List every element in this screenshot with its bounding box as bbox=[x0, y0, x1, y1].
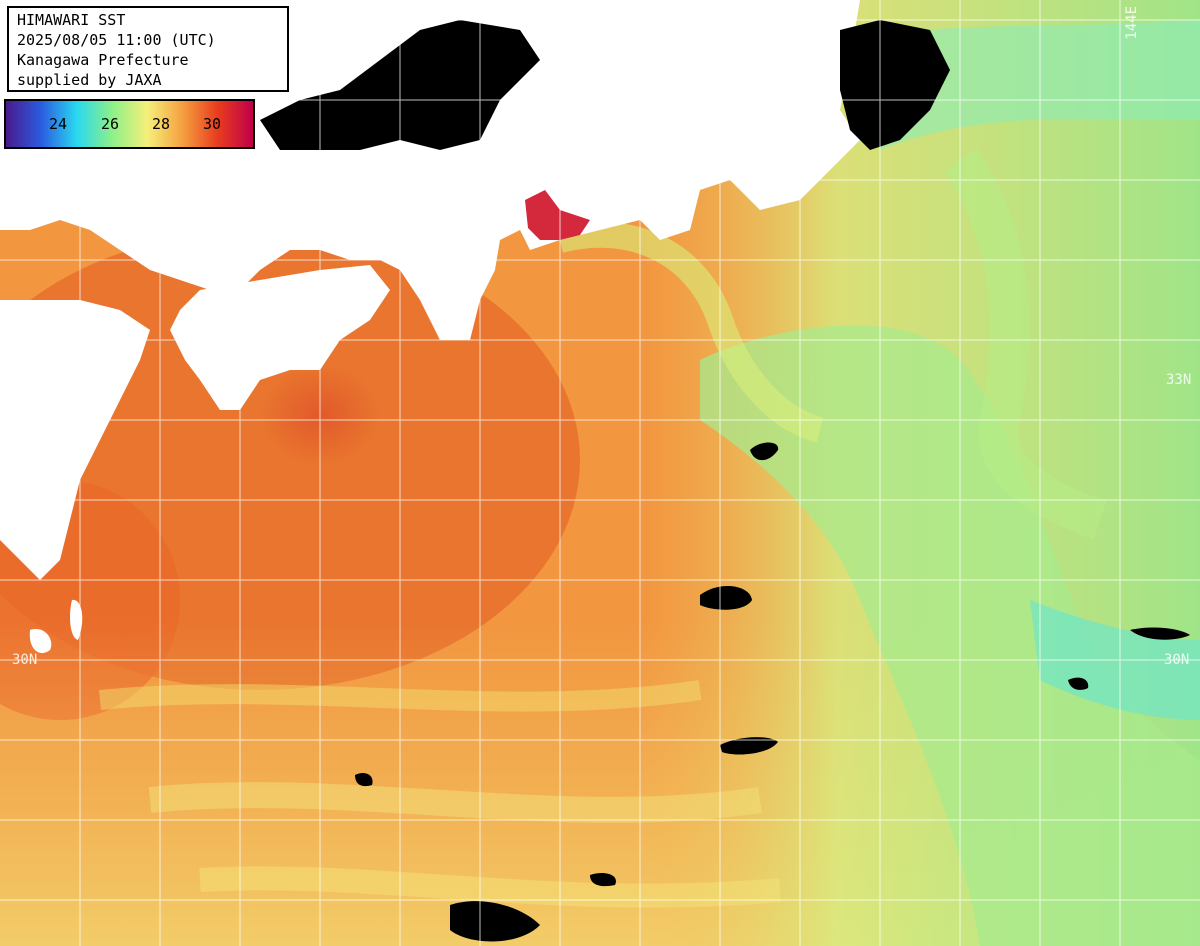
no-data-blob-2 bbox=[720, 737, 778, 755]
region-name: Kanagawa Prefecture bbox=[17, 51, 189, 69]
land-island-1 bbox=[29, 629, 52, 654]
no-data-blob-4 bbox=[450, 901, 540, 942]
no-data-blob-5 bbox=[750, 442, 779, 461]
no-data-north-right bbox=[840, 20, 950, 150]
legend-tick-26: 26 bbox=[100, 115, 120, 133]
legend-tick-24: 24 bbox=[48, 115, 68, 133]
land-island-2 bbox=[70, 599, 83, 640]
no-data-blob-6 bbox=[1130, 627, 1190, 640]
timestamp: 2025/08/05 11:00 (UTC) bbox=[17, 31, 216, 49]
lat-label-30n-left: 30N bbox=[12, 652, 38, 668]
legend-color-bar bbox=[6, 101, 253, 147]
no-data-blob-3 bbox=[1068, 677, 1089, 690]
legend-tick-28: 28 bbox=[151, 115, 171, 133]
no-data-blob-8 bbox=[590, 873, 616, 887]
legend-ticks: 24 26 28 30 bbox=[6, 101, 253, 147]
lon-label-144e: 144E bbox=[1124, 6, 1140, 40]
no-data-blob-1 bbox=[700, 585, 752, 610]
lat-label-33n-right: 33N bbox=[1166, 372, 1192, 388]
legend-tick-30: 30 bbox=[202, 115, 222, 133]
color-legend: 24 26 28 30 bbox=[4, 99, 255, 149]
info-box: HIMAWARI SST 2025/08/05 11:00 (UTC) Kana… bbox=[7, 6, 289, 92]
no-data-blob-7 bbox=[355, 773, 373, 787]
cyan-patch-north bbox=[860, 20, 1200, 150]
land-shikoku bbox=[170, 265, 390, 410]
green-filament-2 bbox=[943, 148, 1107, 539]
yellow-streak-2 bbox=[148, 782, 762, 823]
no-data-patches bbox=[260, 20, 1190, 942]
map-title: HIMAWARI SST bbox=[17, 11, 126, 29]
lat-label-33n-left: 33N bbox=[10, 372, 36, 388]
yellow-streak-3 bbox=[199, 866, 782, 908]
kanagawa-hot-bay bbox=[525, 190, 590, 240]
green-swirl bbox=[700, 325, 1200, 946]
land-kyushu bbox=[0, 300, 150, 580]
data-credit: supplied by JAXA bbox=[17, 71, 162, 89]
lat-label-30n-right: 30N bbox=[1164, 652, 1190, 668]
